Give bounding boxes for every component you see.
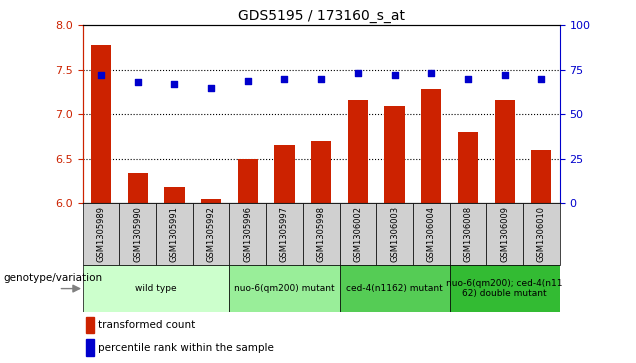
Text: GSM1306002: GSM1306002: [354, 206, 363, 262]
Bar: [385, 106, 404, 203]
Text: GSM1305990: GSM1305990: [133, 206, 142, 262]
Bar: [495, 100, 515, 203]
Text: GSM1306004: GSM1306004: [427, 206, 436, 262]
Bar: [274, 146, 294, 203]
Point: [316, 76, 326, 82]
Bar: [201, 199, 221, 203]
Point: [389, 72, 399, 78]
Bar: [311, 141, 331, 203]
Bar: [85, 339, 94, 356]
Bar: [230, 203, 266, 265]
Text: transformed count: transformed count: [99, 321, 196, 330]
Bar: [531, 150, 551, 203]
Bar: [340, 265, 450, 312]
Text: genotype/variation: genotype/variation: [3, 273, 102, 283]
Bar: [91, 45, 111, 203]
Text: GSM1305998: GSM1305998: [317, 206, 326, 262]
Text: GSM1305989: GSM1305989: [97, 206, 106, 262]
Text: GSM1306009: GSM1306009: [500, 206, 509, 262]
Bar: [85, 317, 94, 333]
Text: GSM1306008: GSM1306008: [464, 206, 473, 262]
Bar: [83, 203, 120, 265]
Text: wild type: wild type: [135, 284, 177, 293]
Bar: [340, 203, 377, 265]
Bar: [230, 265, 340, 312]
Text: GSM1306010: GSM1306010: [537, 206, 546, 262]
Text: GSM1305992: GSM1305992: [207, 206, 216, 262]
Point: [536, 76, 546, 82]
Bar: [164, 187, 184, 203]
Point: [243, 78, 253, 83]
Bar: [377, 203, 413, 265]
Point: [353, 70, 363, 76]
Bar: [523, 203, 560, 265]
Bar: [421, 89, 441, 203]
Text: GSM1305996: GSM1305996: [244, 206, 252, 262]
Title: GDS5195 / 173160_s_at: GDS5195 / 173160_s_at: [238, 9, 404, 23]
Text: GSM1305991: GSM1305991: [170, 206, 179, 262]
Bar: [120, 203, 156, 265]
Text: percentile rank within the sample: percentile rank within the sample: [99, 343, 274, 352]
Point: [133, 79, 143, 85]
Bar: [303, 203, 340, 265]
Bar: [487, 203, 523, 265]
Bar: [450, 265, 560, 312]
Bar: [413, 203, 450, 265]
Point: [426, 70, 436, 76]
Text: GSM1306003: GSM1306003: [390, 206, 399, 262]
Text: GSM1305997: GSM1305997: [280, 206, 289, 262]
Point: [169, 81, 179, 87]
Bar: [156, 203, 193, 265]
Bar: [450, 203, 487, 265]
Bar: [193, 203, 230, 265]
Bar: [83, 265, 230, 312]
Bar: [348, 100, 368, 203]
Bar: [266, 203, 303, 265]
Point: [279, 76, 289, 82]
Point: [463, 76, 473, 82]
Bar: [238, 159, 258, 203]
Point: [499, 72, 509, 78]
Text: nuo-6(qm200); ced-4(n11
62) double mutant: nuo-6(qm200); ced-4(n11 62) double mutan…: [446, 279, 563, 298]
Point: [96, 72, 106, 78]
Bar: [128, 173, 148, 203]
Text: ced-4(n1162) mutant: ced-4(n1162) mutant: [346, 284, 443, 293]
Bar: [458, 132, 478, 203]
Text: nuo-6(qm200) mutant: nuo-6(qm200) mutant: [234, 284, 335, 293]
Point: [206, 85, 216, 90]
